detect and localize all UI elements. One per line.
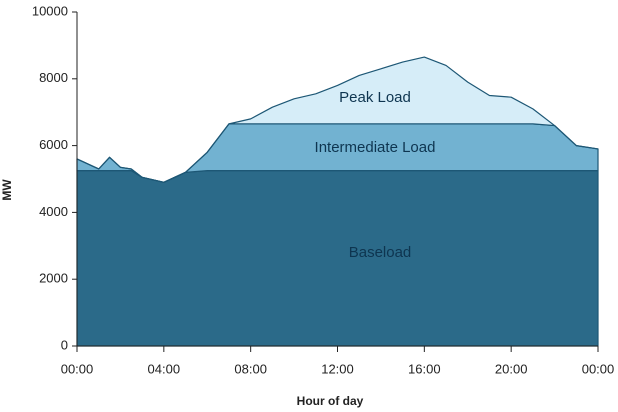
y-tick-label: 8000	[39, 70, 68, 85]
area-label: Intermediate Load	[315, 139, 436, 156]
x-tick-label: 12:00	[321, 361, 354, 376]
y-tick-label: 0	[61, 337, 68, 352]
x-axis-title: Hour of day	[297, 394, 364, 408]
y-tick-label: 2000	[39, 271, 68, 286]
x-tick-label: 04:00	[148, 361, 181, 376]
x-tick-label: 08:00	[234, 361, 267, 376]
area-label: Baseload	[349, 244, 412, 261]
y-tick-label: 10000	[32, 3, 68, 18]
x-tick-label: 00:00	[61, 361, 94, 376]
x-tick-label: 00:00	[582, 361, 615, 376]
x-tick-label: 20:00	[495, 361, 528, 376]
y-axis-title: MW	[0, 179, 14, 201]
area-label: Peak Load	[339, 89, 411, 106]
area	[76, 170, 599, 347]
x-tick-label: 16:00	[408, 361, 441, 376]
area	[76, 56, 599, 183]
y-tick-label: 4000	[39, 204, 68, 219]
y-tick-label: 6000	[39, 137, 68, 152]
